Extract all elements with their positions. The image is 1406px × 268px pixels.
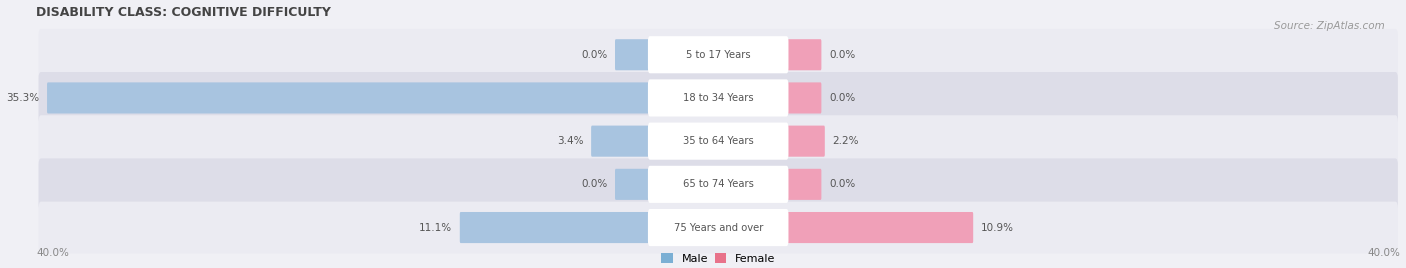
Text: 0.0%: 0.0% [581,179,607,189]
FancyBboxPatch shape [38,158,1398,210]
Text: DISABILITY CLASS: COGNITIVE DIFFICULTY: DISABILITY CLASS: COGNITIVE DIFFICULTY [37,6,330,18]
FancyBboxPatch shape [38,115,1398,167]
FancyBboxPatch shape [648,79,789,117]
FancyBboxPatch shape [786,82,821,113]
Text: 11.1%: 11.1% [419,222,453,233]
FancyBboxPatch shape [38,202,1398,254]
FancyBboxPatch shape [38,29,1398,81]
Text: 10.9%: 10.9% [981,222,1014,233]
FancyBboxPatch shape [38,72,1398,124]
Text: 0.0%: 0.0% [830,179,855,189]
FancyBboxPatch shape [614,39,651,70]
Text: 40.0%: 40.0% [37,248,69,258]
FancyBboxPatch shape [460,212,651,243]
FancyBboxPatch shape [591,126,651,157]
Text: 2.2%: 2.2% [832,136,859,146]
Text: 0.0%: 0.0% [830,50,855,60]
FancyBboxPatch shape [648,209,789,246]
Text: Source: ZipAtlas.com: Source: ZipAtlas.com [1274,21,1385,31]
FancyBboxPatch shape [648,36,789,73]
Text: 18 to 34 Years: 18 to 34 Years [683,93,754,103]
Text: 35.3%: 35.3% [6,93,39,103]
Text: 3.4%: 3.4% [557,136,583,146]
Text: 5 to 17 Years: 5 to 17 Years [686,50,751,60]
FancyBboxPatch shape [786,212,973,243]
FancyBboxPatch shape [648,122,789,160]
Legend: Male, Female: Male, Female [661,253,775,264]
Text: 65 to 74 Years: 65 to 74 Years [683,179,754,189]
Text: 0.0%: 0.0% [830,93,855,103]
FancyBboxPatch shape [786,169,821,200]
FancyBboxPatch shape [46,82,651,113]
FancyBboxPatch shape [786,126,825,157]
Text: 35 to 64 Years: 35 to 64 Years [683,136,754,146]
Text: 40.0%: 40.0% [1368,248,1400,258]
Text: 0.0%: 0.0% [581,50,607,60]
FancyBboxPatch shape [786,39,821,70]
FancyBboxPatch shape [614,169,651,200]
FancyBboxPatch shape [648,166,789,203]
Text: 75 Years and over: 75 Years and over [673,222,763,233]
